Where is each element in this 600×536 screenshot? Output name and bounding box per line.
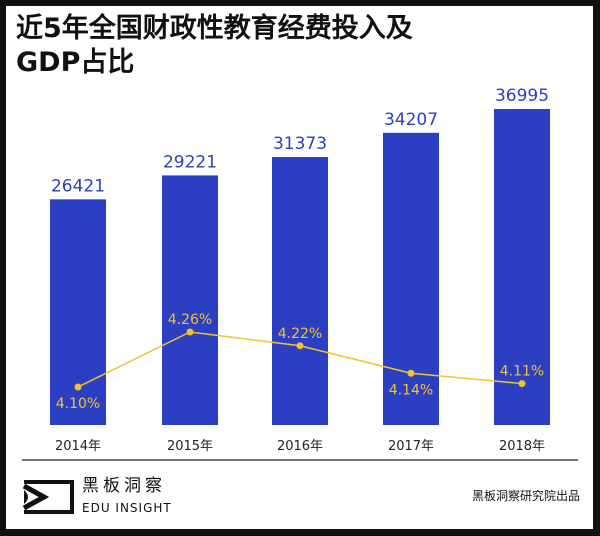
line-point bbox=[296, 342, 304, 350]
x-tick-label: 2017年 bbox=[388, 439, 434, 454]
bar-2018年 bbox=[494, 109, 550, 425]
chart-title: 近5年全国财政性教育经费投入及GDP占比 bbox=[16, 13, 413, 78]
edu-insight-logo bbox=[22, 480, 74, 514]
line-point bbox=[518, 380, 526, 388]
bar-value-label: 36995 bbox=[495, 86, 549, 106]
bar-2015年 bbox=[162, 175, 218, 425]
line-value-label: 4.10% bbox=[56, 396, 100, 412]
x-tick-label: 2014年 bbox=[55, 439, 101, 454]
bar-2014年 bbox=[50, 199, 106, 425]
line-point bbox=[186, 328, 194, 336]
bar-value-label: 34207 bbox=[384, 110, 438, 130]
bar-value-label: 26421 bbox=[51, 176, 105, 196]
line-value-label: 4.14% bbox=[389, 382, 433, 398]
brand-name-cn: 黑板洞察 bbox=[82, 476, 166, 496]
credit-text: 黑板洞察研究院出品 bbox=[471, 489, 580, 503]
bar-2017年 bbox=[383, 132, 439, 425]
line-value-label: 4.11% bbox=[500, 364, 544, 380]
bar-2016年 bbox=[272, 157, 328, 425]
line-value-label: 4.22% bbox=[278, 326, 322, 342]
x-tick-label: 2018年 bbox=[499, 439, 545, 454]
line-point bbox=[74, 383, 82, 391]
bar-value-label: 29221 bbox=[163, 152, 217, 172]
line-point bbox=[407, 369, 415, 377]
bar-value-label: 31373 bbox=[273, 134, 327, 154]
x-tick-label: 2016年 bbox=[277, 439, 323, 454]
brand-name-en: EDU INSIGHT bbox=[82, 501, 172, 515]
x-tick-label: 2015年 bbox=[167, 439, 213, 454]
line-value-label: 4.26% bbox=[168, 312, 212, 328]
